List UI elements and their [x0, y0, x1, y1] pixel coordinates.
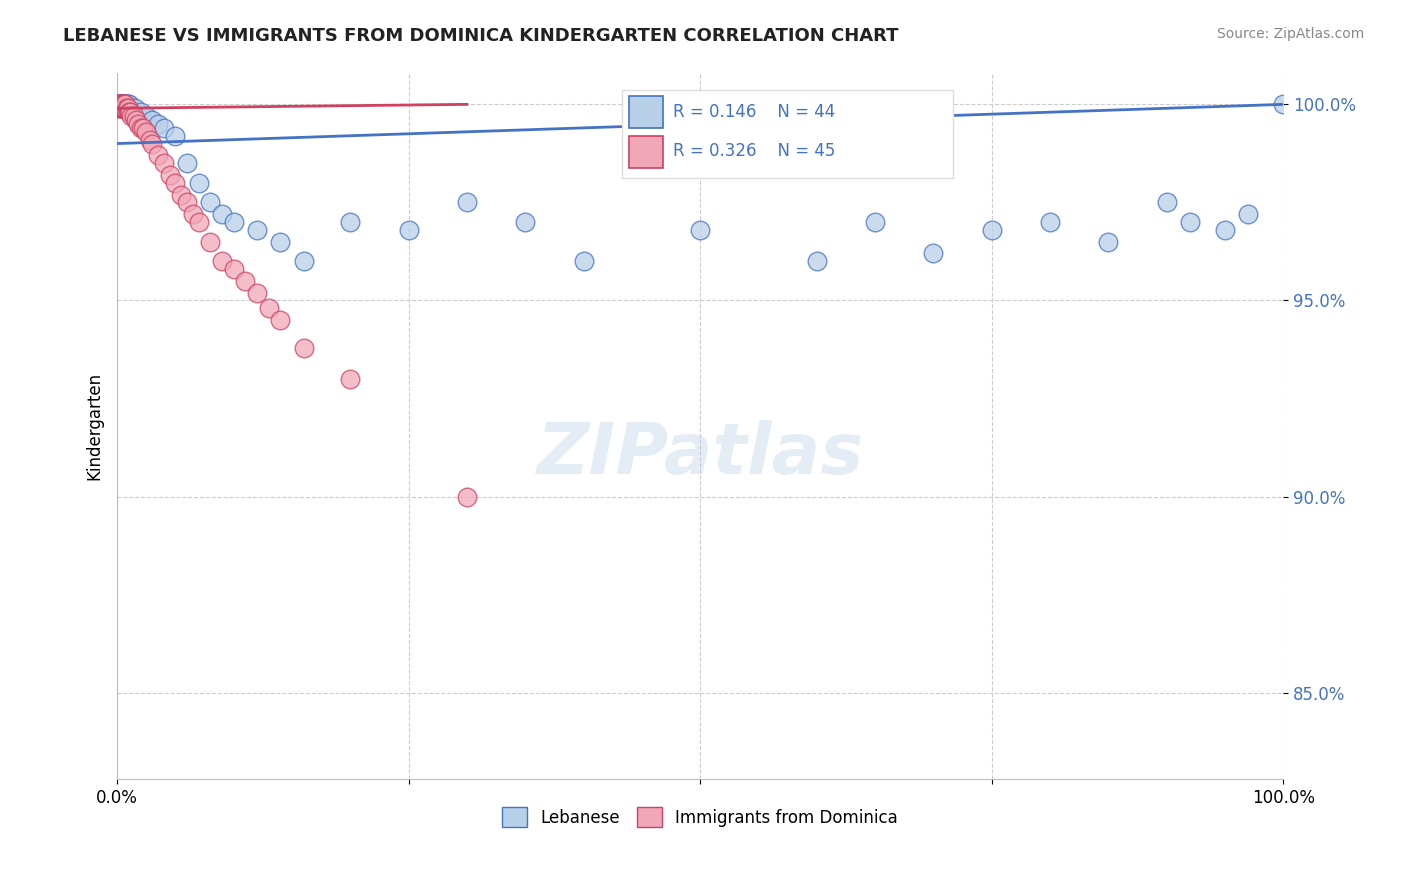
Point [117, 101, 139, 115]
Point [139, 133, 162, 147]
Point [124, 101, 146, 115]
Point [1213, 223, 1236, 237]
Point [200, 195, 222, 210]
Point [107, 101, 129, 115]
Y-axis label: Kindergarten: Kindergarten [86, 372, 103, 480]
Point [165, 176, 187, 190]
Point [114, 101, 136, 115]
Point [222, 262, 245, 277]
Point [806, 254, 828, 268]
Point [110, 97, 132, 112]
Point [269, 313, 291, 327]
Point [181, 207, 204, 221]
Point [1039, 215, 1062, 229]
Point [398, 223, 420, 237]
Point [146, 117, 169, 131]
Point [1156, 195, 1178, 210]
Point [114, 97, 136, 112]
Point [111, 97, 134, 112]
Point [456, 195, 478, 210]
Point [176, 156, 198, 170]
Point [111, 97, 134, 112]
Point [111, 101, 134, 115]
Point [863, 215, 886, 229]
Point [108, 101, 131, 115]
Text: R = 0.326    N = 45: R = 0.326 N = 45 [672, 142, 835, 161]
Point [115, 101, 138, 115]
Point [120, 105, 142, 120]
Point [1178, 215, 1201, 229]
Bar [628, 96, 662, 128]
Point [257, 301, 280, 316]
Point [118, 105, 141, 120]
Point [127, 109, 149, 123]
Point [107, 97, 129, 112]
Point [153, 120, 176, 135]
Point [1272, 97, 1295, 112]
Point [111, 97, 134, 112]
Point [129, 120, 152, 135]
Point [292, 254, 315, 268]
Point [112, 101, 135, 115]
Point [980, 223, 1002, 237]
Point [120, 109, 142, 123]
Point [246, 285, 269, 300]
Point [339, 215, 361, 229]
Point [118, 97, 141, 112]
Point [110, 101, 132, 115]
Point [115, 97, 138, 112]
Text: R = 0.146    N = 44: R = 0.146 N = 44 [672, 103, 835, 121]
Point [114, 97, 136, 112]
Point [222, 215, 245, 229]
Point [127, 117, 149, 131]
Point [572, 254, 595, 268]
Point [292, 341, 315, 355]
Point [108, 97, 131, 112]
Legend: Lebanese, Immigrants from Dominica: Lebanese, Immigrants from Dominica [496, 800, 904, 834]
Point [135, 109, 157, 123]
Text: Source: ZipAtlas.com: Source: ZipAtlas.com [1216, 27, 1364, 41]
Point [170, 187, 193, 202]
Point [235, 274, 257, 288]
Point [1237, 207, 1260, 221]
Point [1097, 235, 1119, 249]
Point [122, 109, 145, 123]
FancyBboxPatch shape [621, 90, 953, 178]
Point [176, 195, 198, 210]
Point [108, 97, 131, 112]
Point [141, 136, 163, 151]
Point [200, 235, 222, 249]
Point [269, 235, 291, 249]
Point [187, 176, 209, 190]
Point [112, 97, 135, 112]
Point [159, 168, 181, 182]
Bar [628, 136, 662, 168]
Point [111, 97, 134, 112]
Point [153, 156, 176, 170]
Text: LEBANESE VS IMMIGRANTS FROM DOMINICA KINDERGARTEN CORRELATION CHART: LEBANESE VS IMMIGRANTS FROM DOMINICA KIN… [63, 27, 898, 45]
Point [125, 113, 148, 128]
Point [165, 128, 187, 143]
Point [339, 372, 361, 386]
Point [107, 97, 129, 112]
Point [110, 97, 132, 112]
Point [211, 207, 233, 221]
Point [117, 97, 139, 112]
Point [246, 223, 269, 237]
Point [112, 97, 135, 112]
Point [515, 215, 537, 229]
Point [111, 101, 134, 115]
Point [132, 120, 155, 135]
Point [456, 490, 478, 504]
Point [141, 113, 163, 128]
Point [187, 215, 209, 229]
Point [135, 125, 157, 139]
Text: ZIPatlas: ZIPatlas [537, 420, 863, 489]
Point [689, 223, 711, 237]
Point [129, 105, 152, 120]
Point [211, 254, 233, 268]
Point [922, 246, 945, 260]
Point [146, 148, 169, 162]
Point [118, 105, 141, 120]
